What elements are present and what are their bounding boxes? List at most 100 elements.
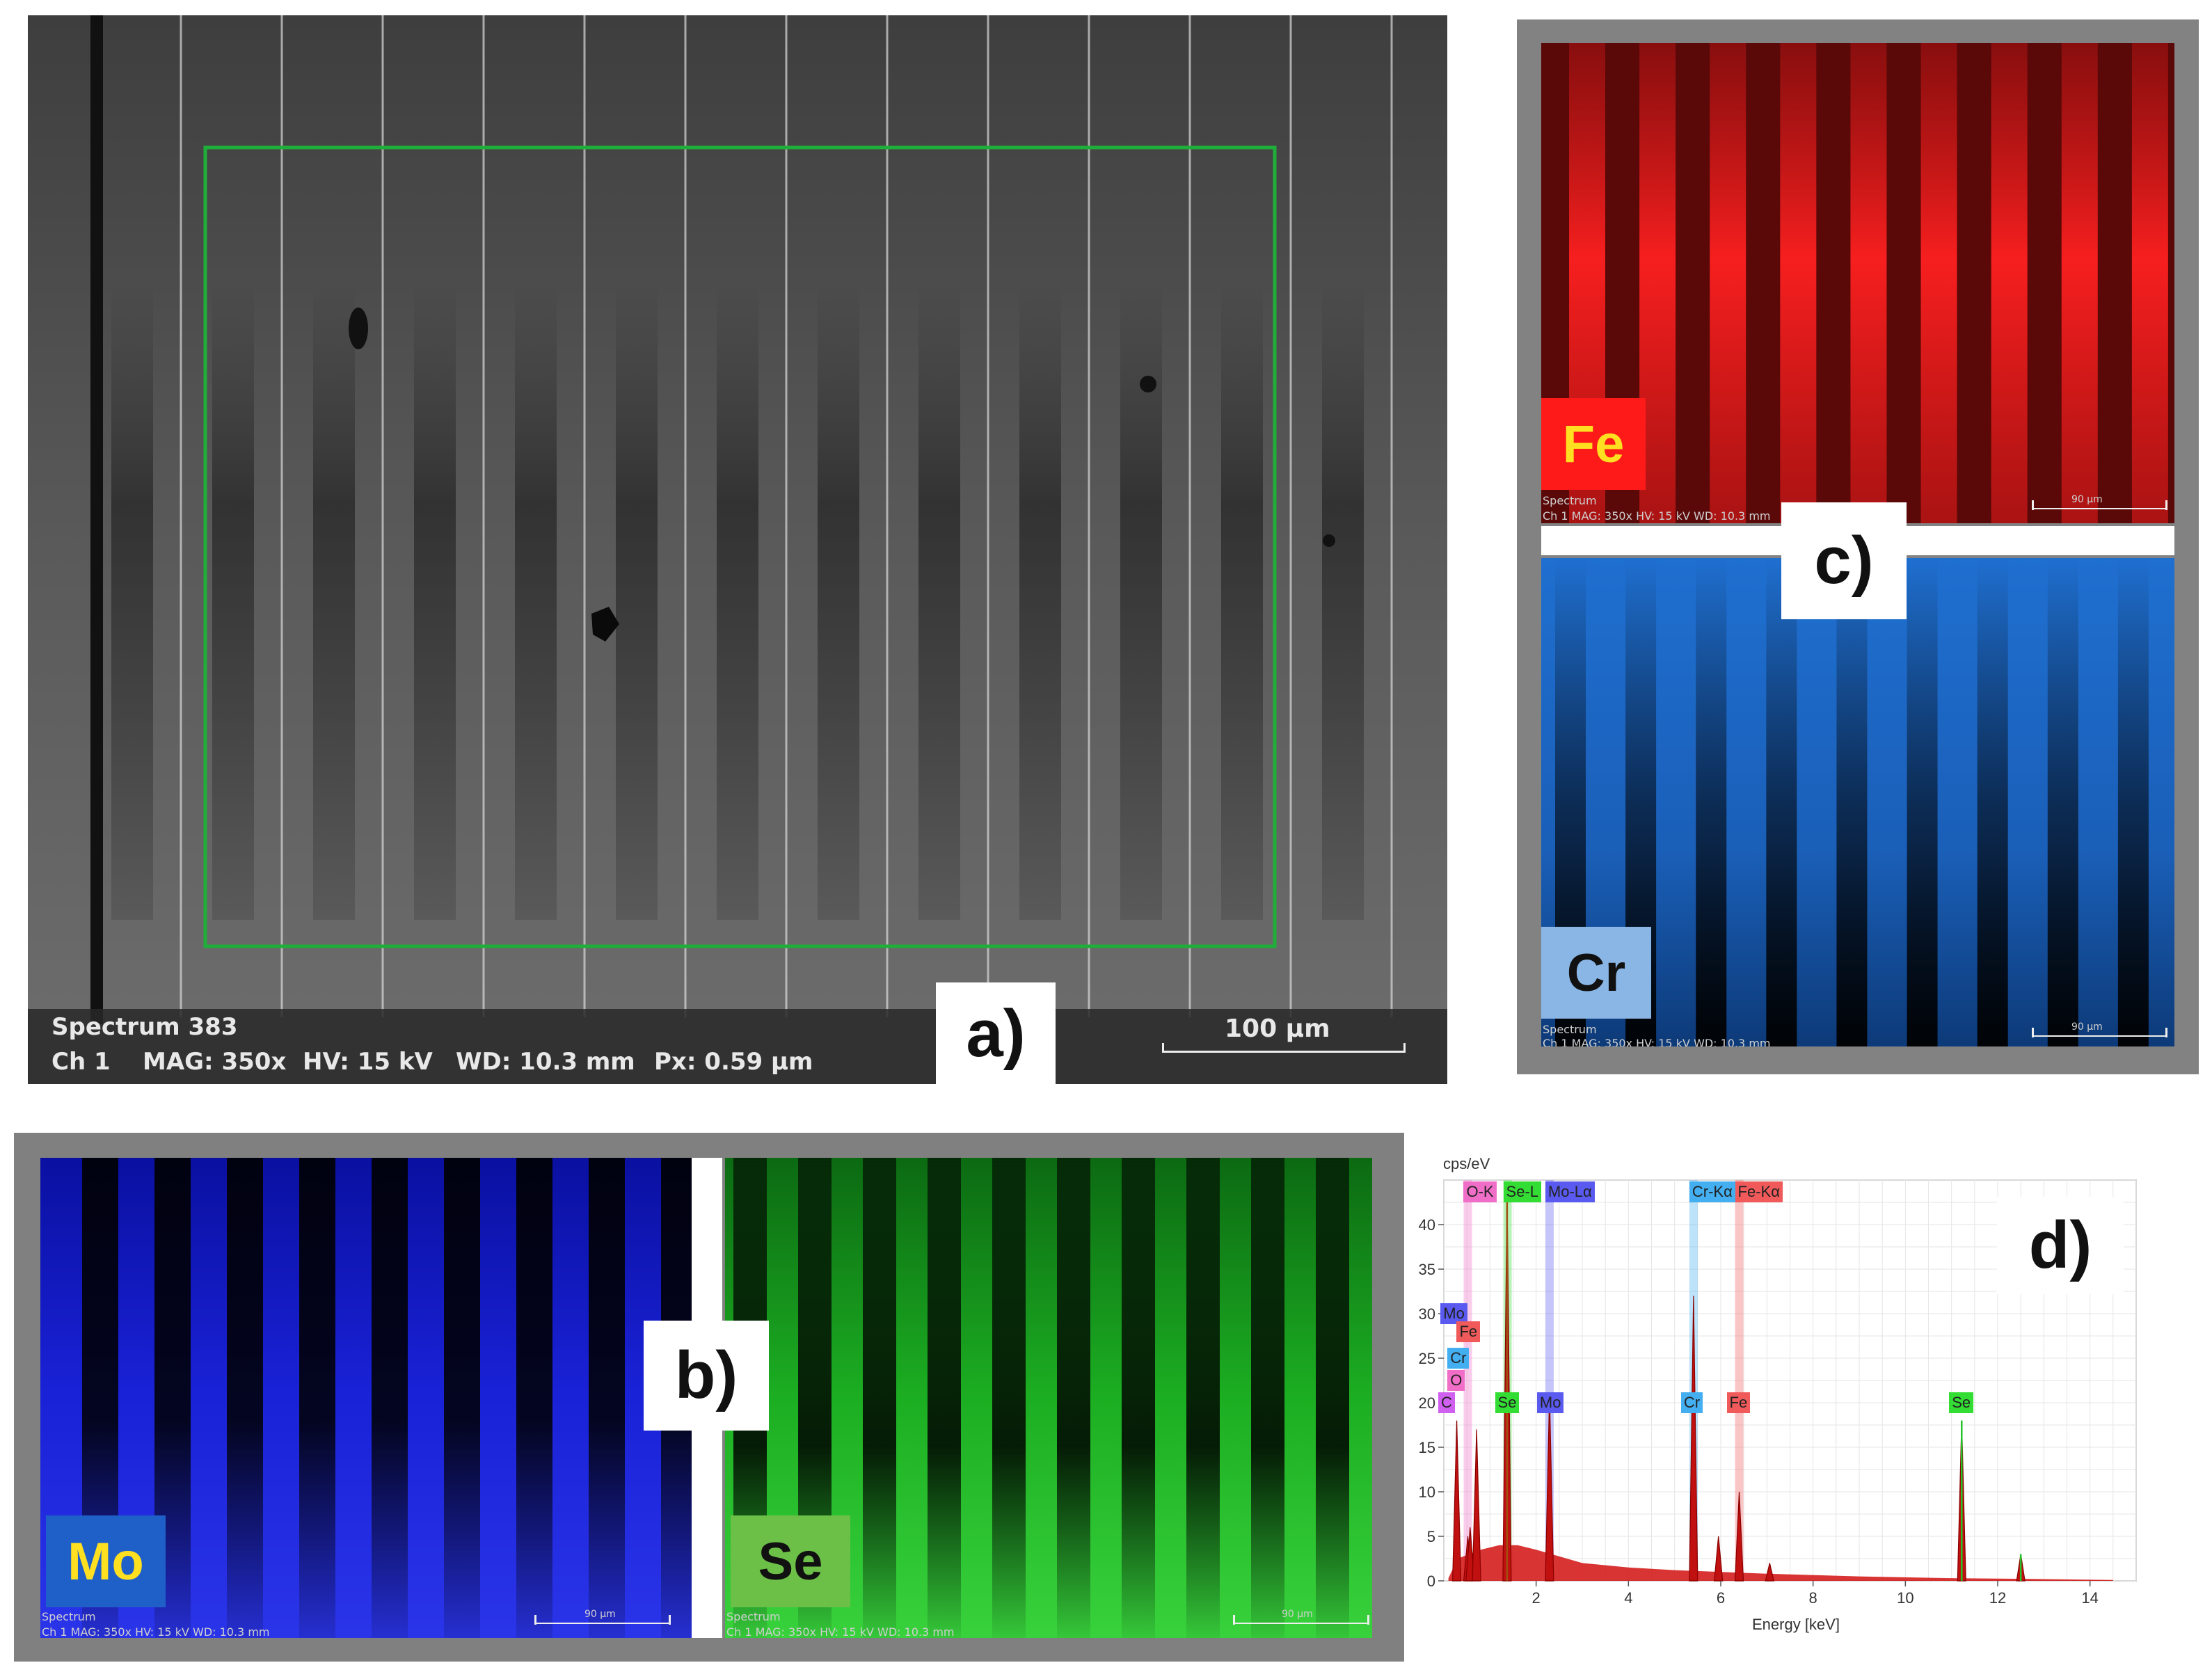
map-band <box>589 1158 625 1638</box>
sem-hv: HV: 15 kV <box>303 1048 433 1076</box>
eds-peak <box>1765 1563 1775 1582</box>
map-band <box>1991 43 2028 523</box>
cr-info: Ch 1 MAG: 350x HV: 15 kV WD: 10.3 mm <box>1543 1037 1771 1046</box>
mo-map: Mo Spectrum Ch 1 MAG: 350x HV: 15 kV WD:… <box>40 1158 692 1638</box>
se-map-image <box>725 1158 1372 1638</box>
eds-peak-chip: Se <box>1495 1392 1520 1413</box>
sem-image-panel: Spectrum 383 Ch 1 MAG: 350x HV: 15 kV WD… <box>28 15 1447 1084</box>
eds-x-tick-label: 10 <box>1897 1589 1913 1607</box>
map-band <box>928 1158 961 1638</box>
eds-y-tick-label: 20 <box>1419 1394 1435 1412</box>
map-band <box>1057 1158 1090 1638</box>
sem-dark-streak <box>1120 280 1162 920</box>
sem-dark-streak <box>212 280 254 920</box>
cr-scalebar <box>2032 1028 2167 1037</box>
sem-dark-streak <box>717 280 758 920</box>
eds-peak-chip: Cr <box>1680 1392 1703 1413</box>
eds-y-tick-label: 15 <box>1419 1439 1435 1456</box>
eds-y-tick-label: 40 <box>1419 1216 1435 1234</box>
eds-x-axis-label: Energy [keV] <box>1752 1616 1840 1633</box>
sem-dark-streak <box>111 280 153 920</box>
mo-info: Ch 1 MAG: 350x HV: 15 kV WD: 10.3 mm <box>42 1625 270 1638</box>
eds-y-tick-label: 30 <box>1419 1305 1435 1323</box>
mo-element-badge: Mo <box>46 1515 166 1607</box>
eds-y-tick-label: 0 <box>1427 1573 1435 1590</box>
sem-info-bar: Spectrum 383 Ch 1 MAG: 350x HV: 15 kV WD… <box>28 1009 1447 1084</box>
eds-peak <box>1472 1429 1481 1582</box>
se-info: Ch 1 MAG: 350x HV: 15 kV WD: 10.3 mm <box>726 1625 955 1638</box>
eds-x-tick-label: 6 <box>1717 1589 1725 1607</box>
eds-y-tick-label: 10 <box>1419 1483 1435 1501</box>
cr-map: Cr Spectrum Ch 1 MAG: 350x HV: 15 kV WD:… <box>1541 558 2174 1046</box>
eds-peak <box>1545 1394 1554 1582</box>
mo-scale-label: 90 µm <box>584 1609 616 1620</box>
map-band <box>1251 1158 1284 1638</box>
eds-line-chip: Cr-Kα <box>1689 1181 1735 1202</box>
eds-peak <box>1734 1491 1744 1582</box>
se-scale-label: 90 µm <box>1282 1609 1313 1620</box>
sem-dark-streak <box>918 280 960 920</box>
mo-spectrum-label: Spectrum <box>42 1610 96 1623</box>
sem-spectrum-label: Spectrum 383 <box>51 1013 238 1041</box>
eds-peak-chip: O <box>1447 1370 1465 1391</box>
eds-x-tick-label: 2 <box>1532 1589 1541 1607</box>
map-band <box>1766 558 1797 1046</box>
eds-y-tick-label: 25 <box>1419 1350 1435 1367</box>
sem-wd: WD: 10.3 mm <box>456 1048 635 1076</box>
eds-peak <box>1465 1527 1475 1582</box>
fe-element-badge: Fe <box>1541 398 1646 490</box>
map-band <box>227 1158 263 1638</box>
eds-line-chip: Se-L <box>1503 1181 1542 1202</box>
se-map: Se Spectrum Ch 1 MAG: 350x HV: 15 kV WD:… <box>725 1158 1372 1638</box>
map-band <box>992 1158 1026 1638</box>
panel-b-label: b) <box>644 1321 769 1431</box>
map-band <box>1710 43 1746 523</box>
map-band <box>372 1158 408 1638</box>
se-element-badge: Se <box>731 1515 850 1607</box>
eds-line-marker <box>1463 1180 1472 1581</box>
fe-info: Ch 1 MAG: 350x HV: 15 kV WD: 10.3 mm <box>1543 509 1771 523</box>
map-band <box>1920 43 1957 523</box>
sem-dark-streak <box>818 280 859 920</box>
sem-scale-label: 100 µm <box>1225 1014 1330 1043</box>
sem-micrograph <box>28 15 1447 1084</box>
eds-peak <box>1451 1420 1462 1582</box>
map-band <box>516 1158 552 1638</box>
sem-dark-streak <box>1322 280 1364 920</box>
map-band <box>1316 1158 1349 1638</box>
panel-d-label: d) <box>1997 1197 2124 1294</box>
fe-map-image <box>1541 43 2174 523</box>
fe-map: Fe Spectrum Ch 1 MAG: 350x HV: 15 kV WD:… <box>1541 43 2174 523</box>
map-band <box>1836 558 1868 1046</box>
map-band <box>1850 43 1887 523</box>
sem-mag: MAG: 350x <box>143 1048 287 1076</box>
analysis-region-rect <box>203 145 1277 948</box>
map-band <box>2061 43 2098 523</box>
eds-peak-chip: C <box>1438 1392 1455 1413</box>
map-band <box>2117 558 2149 1046</box>
eds-spectrum-fill <box>1448 1545 2113 1581</box>
map-band <box>1977 558 2008 1046</box>
map-band <box>2047 558 2078 1046</box>
map-band <box>1696 558 1727 1046</box>
se-spectrum-label: Spectrum <box>726 1610 781 1623</box>
panel-c-label: c) <box>1781 502 1907 619</box>
eds-spectrum-chart: cps/eV Energy [keV] 2 4 6 8 10 12 14 0 5 10 15 20 25… <box>1413 1148 2199 1649</box>
eds-x-tick-label: 8 <box>1809 1589 1817 1607</box>
map-band <box>1122 1158 1155 1638</box>
fe-spectrum-label: Spectrum <box>1543 494 1597 507</box>
eds-x-tick-label: 4 <box>1624 1589 1632 1607</box>
sem-dark-streak <box>1019 280 1061 920</box>
map-band <box>299 1158 335 1638</box>
map-band <box>444 1158 480 1638</box>
fe-scale-label: 90 µm <box>2071 494 2103 505</box>
eds-y-tick-label: 5 <box>1427 1528 1435 1545</box>
sem-dark-streak <box>616 280 658 920</box>
map-band <box>1780 43 1817 523</box>
sem-dark-streak <box>313 280 355 920</box>
eds-line-chip: Mo-Lα <box>1545 1181 1595 1202</box>
eds-peak-chip: Mo <box>1440 1303 1467 1324</box>
sem-px: Px: 0.59 µm <box>654 1048 813 1076</box>
eds-line-chip: Fe-Kα <box>1735 1181 1783 1202</box>
eds-peak-chip: Se <box>1949 1392 1974 1413</box>
